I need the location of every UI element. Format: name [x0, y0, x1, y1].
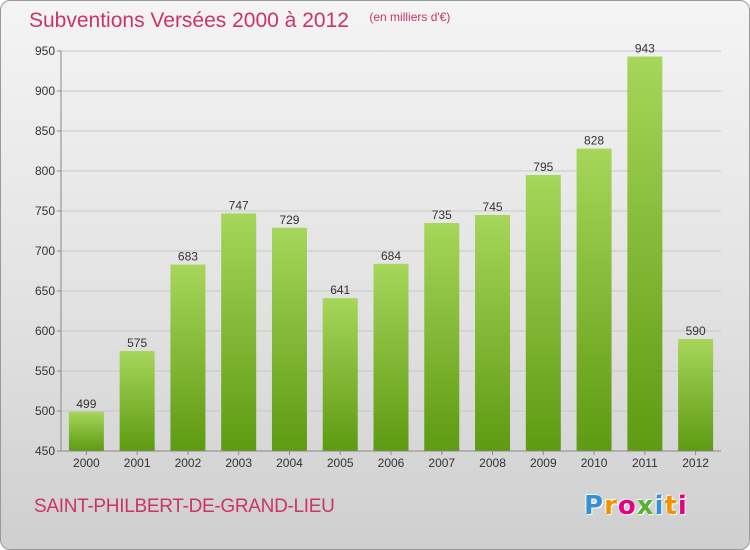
data-label: 499: [76, 397, 96, 411]
x-tick-label: 2009: [530, 456, 557, 470]
bar: [678, 339, 714, 451]
data-label: 575: [127, 336, 147, 350]
data-label: 729: [279, 213, 299, 227]
bar: [576, 148, 612, 451]
y-axis: 450 500 550 600 650 700 750 800 850 900 950: [35, 44, 62, 458]
y-tick-label: 600: [35, 324, 55, 338]
chart-title: Subventions Versées 2000 à 2012: [29, 9, 349, 32]
proxiti-logo: Proxiti: [584, 491, 688, 521]
bar: [271, 227, 307, 451]
data-label: 795: [533, 160, 553, 174]
bar: [424, 223, 460, 451]
logo-letter: t: [664, 491, 678, 521]
y-tick-label: 500: [35, 404, 55, 418]
town-name: SAINT-PHILBERT-DE-GRAND-LIEU: [34, 496, 335, 517]
bar: [221, 213, 257, 451]
bar: [119, 351, 155, 451]
data-label: 943: [635, 42, 655, 56]
y-tick-label: 700: [35, 244, 55, 258]
bar: [373, 263, 409, 451]
y-tick-label: 550: [35, 364, 55, 378]
data-label: 590: [686, 324, 706, 338]
x-tick-label: 2008: [479, 456, 506, 470]
y-tick-label: 450: [35, 444, 55, 458]
data-label: 747: [229, 198, 249, 212]
bar: [322, 298, 358, 451]
title-block: Subventions Versées 2000 à 2012 (en mill…: [29, 9, 450, 33]
chart-subtitle: (en milliers d'€): [369, 10, 451, 24]
bar: [170, 264, 206, 451]
data-label: 828: [584, 134, 604, 148]
bar: [525, 175, 561, 451]
data-label: 641: [330, 283, 350, 297]
y-tick-label: 850: [35, 124, 55, 138]
logo-letter: r: [604, 491, 618, 521]
logo-letter: o: [617, 491, 637, 521]
logo-letter: i: [677, 491, 688, 521]
bars: 499 575 683 747 729 641 684 735 745 795 828 943 590: [68, 42, 714, 451]
data-label: 684: [381, 249, 401, 263]
x-tick-label: 2007: [428, 456, 455, 470]
data-label: 683: [178, 250, 198, 264]
x-tick-label: 2012: [682, 456, 709, 470]
x-tick-label: 2010: [581, 456, 608, 470]
x-tick-label: 2001: [124, 456, 151, 470]
y-tick-label: 650: [35, 284, 55, 298]
logo-letter: x: [636, 491, 655, 521]
x-tick-label: 2005: [327, 456, 354, 470]
x-tick-label: 2006: [378, 456, 405, 470]
x-tick-label: 2003: [225, 456, 252, 470]
x-tick-label: 2004: [276, 456, 303, 470]
x-axis: 2000 2001 2002 2003 2004 2005 2006 2007 2008 2009…: [61, 450, 721, 470]
y-tick-label: 750: [35, 204, 55, 218]
logo-letter: P: [584, 491, 605, 521]
data-label: 735: [432, 208, 452, 222]
y-tick-label: 800: [35, 164, 55, 178]
data-label: 745: [483, 200, 503, 214]
y-tick-label: 950: [35, 44, 55, 58]
bar: [627, 56, 663, 451]
x-tick-label: 2002: [175, 456, 202, 470]
x-tick-label: 2000: [73, 456, 100, 470]
bar: [68, 411, 104, 451]
logo-letter: i: [654, 491, 665, 521]
bar: [475, 215, 511, 451]
x-tick-label: 2011: [632, 456, 658, 470]
y-tick-label: 900: [35, 84, 55, 98]
